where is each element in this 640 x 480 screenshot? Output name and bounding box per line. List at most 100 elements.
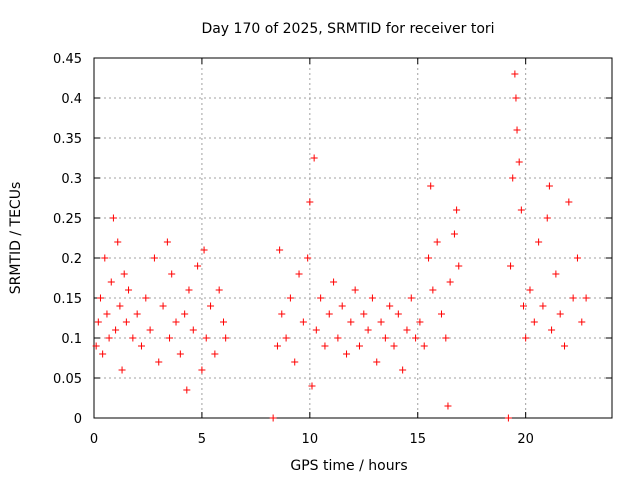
data-point <box>504 414 512 422</box>
data-point <box>308 382 316 390</box>
data-point <box>373 358 381 366</box>
data-point <box>181 310 189 318</box>
y-tick-label: 0 <box>74 412 82 427</box>
data-point <box>306 198 314 206</box>
y-tick-label: 0.45 <box>53 52 82 67</box>
data-point <box>552 270 560 278</box>
data-point <box>114 238 122 246</box>
data-point <box>168 270 176 278</box>
data-point <box>427 182 435 190</box>
data-point <box>125 286 133 294</box>
data-point <box>133 310 141 318</box>
y-tick-label: 0.35 <box>53 132 82 147</box>
x-tick-label: 0 <box>90 432 98 447</box>
data-point <box>526 286 534 294</box>
grid <box>94 58 612 418</box>
data-point <box>194 262 202 270</box>
data-point <box>517 206 525 214</box>
data-point <box>215 286 223 294</box>
data-point <box>112 326 120 334</box>
data-point <box>96 294 104 302</box>
data-point <box>286 294 294 302</box>
data-point <box>512 94 520 102</box>
data-point <box>310 154 318 162</box>
x-tick-label: 15 <box>409 432 426 447</box>
data-point <box>109 214 117 222</box>
data-point <box>355 342 363 350</box>
y-tick-label: 0.1 <box>61 332 82 347</box>
data-point <box>295 270 303 278</box>
data-point <box>118 366 126 374</box>
data-point <box>122 318 130 326</box>
x-tick-label: 10 <box>302 432 319 447</box>
data-point <box>377 318 385 326</box>
data-point <box>317 294 325 302</box>
data-point <box>429 286 437 294</box>
y-tick-label: 0.2 <box>61 252 82 267</box>
data-point <box>116 302 124 310</box>
data-point <box>291 358 299 366</box>
data-point <box>92 342 100 350</box>
data-point <box>172 318 180 326</box>
y-tick-label: 0.15 <box>53 292 82 307</box>
data-point <box>150 254 158 262</box>
data-point <box>509 174 517 182</box>
data-point <box>278 310 286 318</box>
data-point <box>222 334 230 342</box>
data-point <box>330 278 338 286</box>
data-point <box>535 238 543 246</box>
data-point <box>455 262 463 270</box>
data-point <box>364 326 372 334</box>
data-point <box>159 302 167 310</box>
data-point <box>129 334 137 342</box>
data-point <box>163 238 171 246</box>
data-point <box>103 310 111 318</box>
data-point <box>425 254 433 262</box>
plot-border <box>93 57 613 419</box>
data-point <box>511 70 519 78</box>
data-point <box>403 326 411 334</box>
y-tick-label: 0.25 <box>53 212 82 227</box>
data-point <box>200 246 208 254</box>
data-point <box>351 286 359 294</box>
data-points <box>92 70 590 422</box>
data-point <box>360 310 368 318</box>
data-point <box>399 366 407 374</box>
y-tick-label: 0.4 <box>61 92 82 107</box>
data-point <box>94 318 102 326</box>
data-point <box>530 318 538 326</box>
data-point <box>407 294 415 302</box>
data-point <box>189 326 197 334</box>
data-point <box>569 294 577 302</box>
y-tick-label: 0.05 <box>53 372 82 387</box>
data-point <box>513 126 521 134</box>
data-point <box>522 334 530 342</box>
data-point <box>166 334 174 342</box>
data-point <box>565 198 573 206</box>
data-point <box>185 286 193 294</box>
data-point <box>539 302 547 310</box>
data-point <box>120 270 128 278</box>
tick-marks <box>93 57 612 419</box>
data-point <box>334 334 342 342</box>
data-point <box>507 262 515 270</box>
data-point <box>207 302 215 310</box>
data-point <box>394 310 402 318</box>
data-point <box>202 334 210 342</box>
data-point <box>183 386 191 394</box>
data-point <box>176 350 184 358</box>
tick-labels: 0 5 10 15 20 0 0.05 0.1 0.15 0.2 0.25 0.3 0.35 0.4 0.4… <box>53 52 534 447</box>
data-point <box>220 318 227 326</box>
data-point <box>520 302 528 310</box>
data-point <box>105 334 113 342</box>
data-point <box>276 246 284 254</box>
data-point <box>548 326 556 334</box>
data-point <box>515 158 523 166</box>
data-point <box>412 334 420 342</box>
data-point <box>321 342 329 350</box>
y-axis-label: SRMTID / TECUs <box>8 182 24 295</box>
data-point <box>343 350 351 358</box>
data-point <box>416 318 424 326</box>
data-point <box>137 342 145 350</box>
axes-frame <box>93 57 613 419</box>
